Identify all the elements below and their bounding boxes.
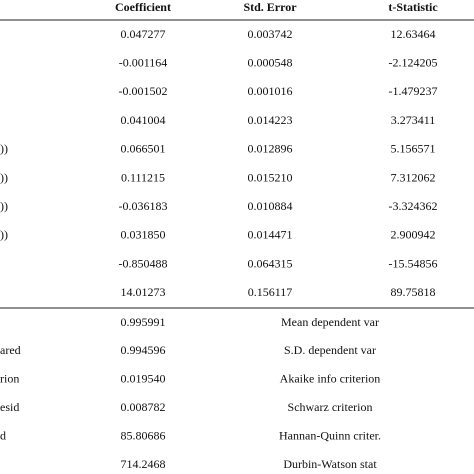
row-label: rion: [0, 372, 19, 386]
cell: -0.036183: [119, 199, 168, 213]
cell: 5.156571: [391, 142, 436, 156]
row-label: )): [0, 228, 8, 242]
column-header: Std. Error: [243, 0, 297, 14]
row-label: ared: [0, 343, 21, 357]
cell: -0.001502: [119, 84, 168, 98]
column-header: t-Statistic: [388, 0, 438, 14]
stat-name: S.D. dependent var: [284, 343, 376, 357]
cell: 0.012896: [248, 142, 293, 156]
cell: 0.003742: [248, 27, 293, 41]
cell: -2.124205: [389, 55, 438, 69]
cell: 714.2468: [121, 457, 166, 471]
cell: 0.995991: [121, 315, 166, 329]
cell: 0.064315: [248, 256, 293, 270]
cell: 0.010884: [248, 199, 293, 213]
stat-name: Durbin-Watson stat: [283, 457, 377, 471]
cell: -15.54856: [389, 256, 438, 270]
cell: 0.019540: [121, 372, 166, 386]
cell: -1.479237: [389, 84, 438, 98]
row-label: )): [0, 199, 8, 213]
cell: 0.000548: [248, 55, 293, 69]
cell: 0.041004: [121, 113, 166, 127]
cell: 3.273411: [391, 113, 436, 127]
cell: 0.994596: [121, 343, 166, 357]
row-label: )): [0, 142, 8, 156]
cell: 0.111215: [121, 170, 165, 184]
stat-name: Schwarz criterion: [288, 400, 373, 414]
cell: 89.75818: [391, 285, 436, 299]
cell: 0.014471: [248, 228, 293, 242]
cell: 0.156117: [248, 285, 293, 299]
column-header: Coefficient: [115, 0, 171, 14]
cell: 0.047277: [121, 27, 166, 41]
cell: 0.015210: [248, 170, 293, 184]
cell: 0.008782: [121, 400, 166, 414]
cell: 12.63464: [391, 27, 436, 41]
cell: -0.850488: [119, 256, 168, 270]
cell: -0.001164: [119, 55, 168, 69]
cell: 14.01273: [121, 285, 166, 299]
cell: 0.066501: [121, 142, 166, 156]
stat-name: Mean dependent var: [281, 315, 379, 329]
cell: 7.312062: [391, 170, 436, 184]
stat-name: Hannan-Quinn criter.: [279, 428, 381, 442]
stat-name: Akaike info criterion: [280, 372, 381, 386]
cell: 85.80686: [121, 428, 166, 442]
cell: -3.324362: [389, 199, 438, 213]
row-label: esid: [0, 400, 19, 414]
row-label: d: [0, 428, 6, 442]
cell: 0.014223: [248, 113, 293, 127]
cell: 0.031850: [121, 228, 166, 242]
row-label: )): [0, 170, 8, 184]
cell: 0.001016: [248, 84, 293, 98]
cell: 2.900942: [391, 228, 436, 242]
